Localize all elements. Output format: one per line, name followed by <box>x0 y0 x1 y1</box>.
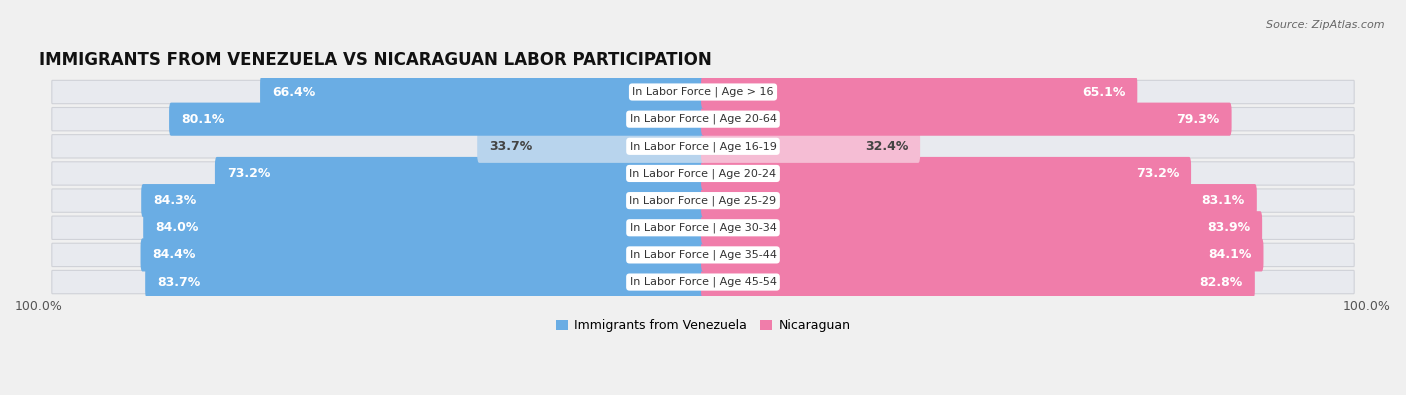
FancyBboxPatch shape <box>52 80 1354 104</box>
Text: IMMIGRANTS FROM VENEZUELA VS NICARAGUAN LABOR PARTICIPATION: IMMIGRANTS FROM VENEZUELA VS NICARAGUAN … <box>39 51 711 69</box>
Text: 84.0%: 84.0% <box>155 221 198 234</box>
FancyBboxPatch shape <box>52 216 1354 239</box>
Text: 80.1%: 80.1% <box>181 113 225 126</box>
FancyBboxPatch shape <box>141 238 704 271</box>
Text: In Labor Force | Age 20-64: In Labor Force | Age 20-64 <box>630 114 776 124</box>
FancyBboxPatch shape <box>702 238 1264 271</box>
Text: In Labor Force | Age > 16: In Labor Force | Age > 16 <box>633 87 773 97</box>
Text: 66.4%: 66.4% <box>271 85 315 98</box>
Text: In Labor Force | Age 25-29: In Labor Force | Age 25-29 <box>630 196 776 206</box>
FancyBboxPatch shape <box>52 271 1354 294</box>
Text: In Labor Force | Age 16-19: In Labor Force | Age 16-19 <box>630 141 776 152</box>
FancyBboxPatch shape <box>52 135 1354 158</box>
FancyBboxPatch shape <box>702 211 1263 245</box>
FancyBboxPatch shape <box>215 157 704 190</box>
FancyBboxPatch shape <box>702 265 1254 299</box>
FancyBboxPatch shape <box>169 103 704 136</box>
Text: 73.2%: 73.2% <box>1136 167 1180 180</box>
Text: 79.3%: 79.3% <box>1177 113 1219 126</box>
FancyBboxPatch shape <box>702 130 920 163</box>
Text: Source: ZipAtlas.com: Source: ZipAtlas.com <box>1267 20 1385 30</box>
Text: 83.7%: 83.7% <box>157 276 201 289</box>
Text: In Labor Force | Age 30-34: In Labor Force | Age 30-34 <box>630 222 776 233</box>
FancyBboxPatch shape <box>52 162 1354 185</box>
Text: 84.4%: 84.4% <box>152 248 195 261</box>
Text: 83.1%: 83.1% <box>1202 194 1244 207</box>
FancyBboxPatch shape <box>52 243 1354 267</box>
FancyBboxPatch shape <box>141 184 704 217</box>
FancyBboxPatch shape <box>260 75 704 109</box>
FancyBboxPatch shape <box>52 107 1354 131</box>
FancyBboxPatch shape <box>143 211 704 245</box>
FancyBboxPatch shape <box>702 75 1137 109</box>
Text: 32.4%: 32.4% <box>865 140 908 153</box>
Text: 83.9%: 83.9% <box>1208 221 1250 234</box>
Text: In Labor Force | Age 20-24: In Labor Force | Age 20-24 <box>630 168 776 179</box>
Text: In Labor Force | Age 45-54: In Labor Force | Age 45-54 <box>630 277 776 287</box>
Legend: Immigrants from Venezuela, Nicaraguan: Immigrants from Venezuela, Nicaraguan <box>551 314 855 337</box>
FancyBboxPatch shape <box>702 157 1191 190</box>
Text: 84.1%: 84.1% <box>1208 248 1251 261</box>
FancyBboxPatch shape <box>477 130 704 163</box>
Text: 82.8%: 82.8% <box>1199 276 1243 289</box>
Text: 65.1%: 65.1% <box>1083 85 1125 98</box>
FancyBboxPatch shape <box>702 103 1232 136</box>
FancyBboxPatch shape <box>52 189 1354 212</box>
Text: 33.7%: 33.7% <box>489 140 533 153</box>
Text: In Labor Force | Age 35-44: In Labor Force | Age 35-44 <box>630 250 776 260</box>
Text: 73.2%: 73.2% <box>226 167 270 180</box>
FancyBboxPatch shape <box>702 184 1257 217</box>
FancyBboxPatch shape <box>145 265 704 299</box>
Text: 84.3%: 84.3% <box>153 194 197 207</box>
